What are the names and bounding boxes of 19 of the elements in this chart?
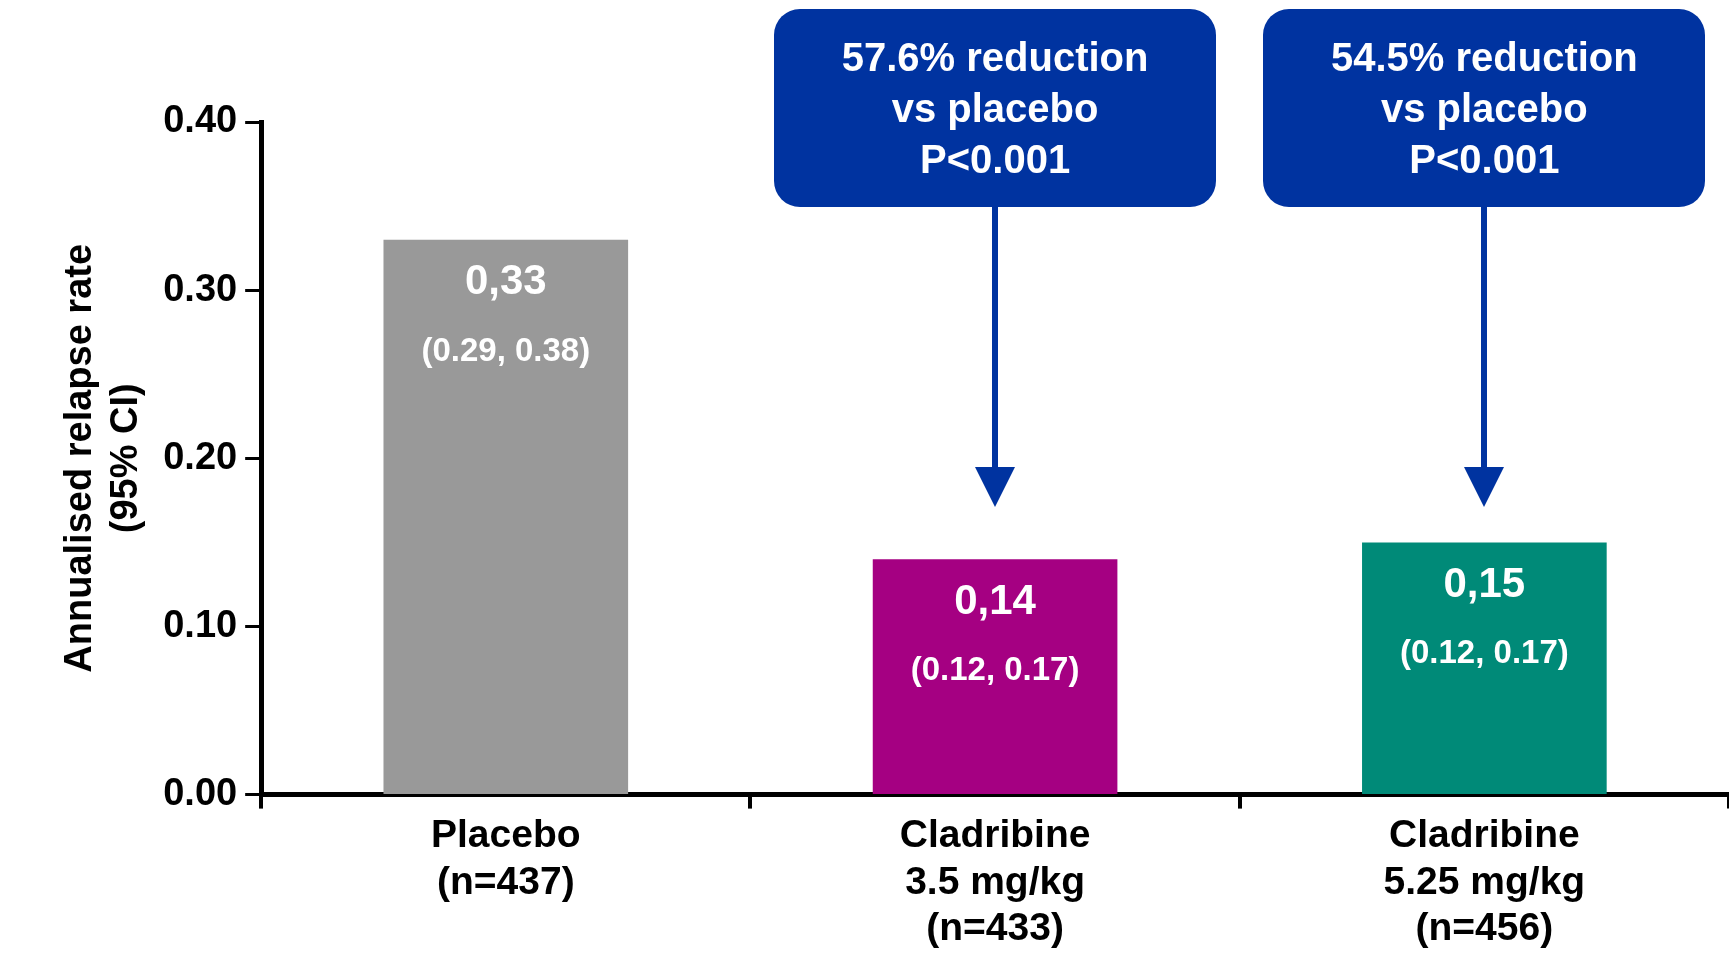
x-tick-label: Placebo (n=437): [431, 811, 581, 902]
y-tick-label: 0.10: [163, 602, 238, 645]
y-tick-label: 0.40: [163, 98, 238, 141]
callout-box: 57.6% reduction vs placebo P<0.001: [774, 9, 1217, 507]
annotation: (0.29, 0.38): [421, 330, 591, 368]
data-label: 0,14: [954, 575, 1037, 623]
callout-box: 54.5% reduction vs placebo P<0.001: [1263, 9, 1706, 507]
y-axis-title: Annualised relapse rate (95% CI): [57, 243, 145, 673]
x-tick-label: Cladribine 3.5 mg/kg (n=433): [899, 811, 1091, 949]
annotation: 54.5% reduction vs placebo P<0.001: [1263, 9, 1706, 207]
data-label: 0,33: [464, 256, 547, 304]
annotation: (0.12, 0.17): [910, 650, 1080, 688]
y-tick-label: 0.20: [163, 434, 238, 477]
y-tick-label: 0.30: [163, 266, 238, 309]
annotation: (0.12, 0.17): [1399, 633, 1569, 671]
annotation: 57.6% reduction vs placebo P<0.001: [774, 9, 1217, 207]
y-tick-label: 0.00: [163, 771, 238, 814]
x-tick-label: Cladribine 5.25 mg/kg (n=456): [1383, 811, 1586, 949]
data-label: 0,15: [1443, 558, 1526, 606]
